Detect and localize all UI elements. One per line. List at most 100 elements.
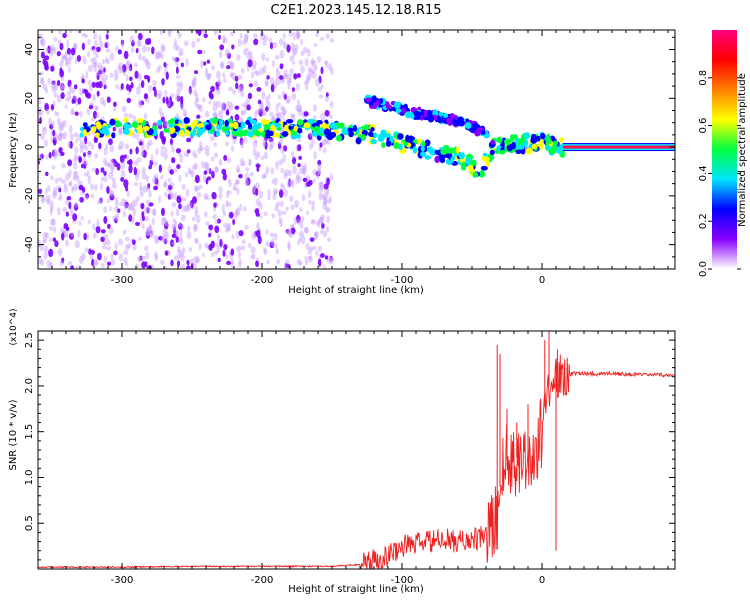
noise-blob	[127, 203, 133, 211]
noise-blob	[291, 87, 295, 92]
noise-blob	[274, 55, 280, 60]
noise-blob	[53, 92, 58, 98]
noise-blob	[71, 186, 75, 191]
noise-blob	[320, 228, 324, 235]
noise-blob	[307, 255, 312, 261]
noise-blob	[85, 193, 90, 199]
noise-blob	[299, 65, 305, 74]
noise-blob	[250, 246, 256, 254]
noise-blob	[280, 105, 286, 112]
noise-blob	[192, 77, 197, 86]
noise-blob	[99, 197, 103, 204]
noise-blob	[102, 157, 108, 166]
noise-blob	[148, 225, 153, 233]
signal-blob	[385, 140, 392, 147]
noise-blob	[202, 30, 206, 35]
signal-blob	[385, 104, 392, 110]
noise-blob	[296, 171, 300, 181]
noise-blob	[226, 100, 232, 110]
noise-blob	[48, 248, 54, 258]
noise-blob	[157, 65, 162, 70]
noise-blob	[74, 146, 79, 154]
noise-blob	[235, 179, 239, 185]
noise-blob	[196, 38, 201, 43]
noise-blob	[73, 183, 79, 192]
noise-blob	[175, 236, 179, 243]
noise-blob	[261, 52, 266, 62]
noise-blob	[292, 48, 298, 56]
noise-blob	[74, 111, 79, 116]
noise-blob	[150, 154, 154, 163]
noise-blob	[181, 225, 185, 230]
noise-blob	[220, 109, 224, 115]
noise-blob	[180, 263, 186, 269]
noise-blob	[282, 32, 286, 40]
noise-blob	[127, 66, 131, 72]
signal-blob	[434, 149, 439, 155]
noise-blob	[108, 138, 113, 146]
y-tick-label: 40	[24, 43, 35, 56]
noise-blob	[118, 253, 124, 262]
noise-blob	[83, 172, 88, 177]
noise-blob	[175, 230, 179, 236]
noise-blob	[195, 214, 201, 224]
noise-blob	[304, 226, 309, 234]
signal-blob	[293, 125, 298, 132]
noise-blob	[229, 31, 234, 37]
noise-blob	[69, 180, 73, 187]
noise-blob	[128, 204, 134, 211]
noise-blob	[70, 107, 75, 115]
noise-blob	[222, 211, 227, 217]
noise-blob	[241, 102, 246, 107]
noise-blob	[129, 35, 135, 44]
noise-blob	[177, 223, 183, 230]
noise-blob	[84, 145, 89, 151]
noise-blob	[171, 147, 175, 153]
noise-blob	[99, 65, 105, 73]
noise-blob	[63, 183, 68, 188]
noise-blob	[329, 100, 334, 109]
signal-blob	[455, 146, 460, 154]
noise-blob	[59, 42, 64, 51]
noise-blob	[42, 239, 46, 245]
noise-blob	[91, 258, 95, 267]
signal-blob	[546, 144, 551, 151]
signal-blob	[485, 160, 490, 168]
noise-blob	[176, 87, 181, 97]
noise-blob	[237, 74, 243, 80]
noise-blob	[124, 143, 129, 150]
noise-blob	[319, 216, 324, 224]
noise-blob	[193, 185, 199, 192]
noise-blob	[254, 139, 258, 144]
noise-blob	[145, 206, 150, 213]
noise-blob	[47, 77, 52, 85]
noise-blob	[152, 207, 157, 217]
noise-blob	[303, 80, 309, 86]
noise-blob	[186, 149, 191, 154]
noise-blob	[146, 142, 150, 150]
noise-blob	[143, 74, 149, 80]
noise-blob	[149, 229, 154, 237]
noise-blob	[215, 166, 219, 174]
signal-blob	[122, 128, 130, 135]
noise-blob	[58, 187, 62, 193]
signal-blob	[448, 147, 455, 154]
signal-blob	[524, 132, 531, 140]
noise-blob	[137, 76, 142, 82]
noise-blob	[326, 215, 331, 224]
noise-blob	[141, 255, 146, 261]
noise-blob	[263, 211, 268, 216]
noise-blob	[306, 72, 312, 82]
noise-blob	[265, 96, 269, 103]
noise-blob	[226, 224, 232, 232]
noise-blob	[114, 46, 120, 52]
noise-blob	[212, 113, 218, 118]
noise-blob	[148, 190, 152, 198]
noise-blob	[283, 189, 288, 198]
noise-blob	[162, 120, 168, 130]
noise-blob	[276, 112, 280, 119]
noise-blob	[312, 169, 317, 175]
signal-blob	[111, 132, 116, 139]
noise-blob	[118, 127, 123, 136]
noise-blob	[298, 230, 304, 238]
